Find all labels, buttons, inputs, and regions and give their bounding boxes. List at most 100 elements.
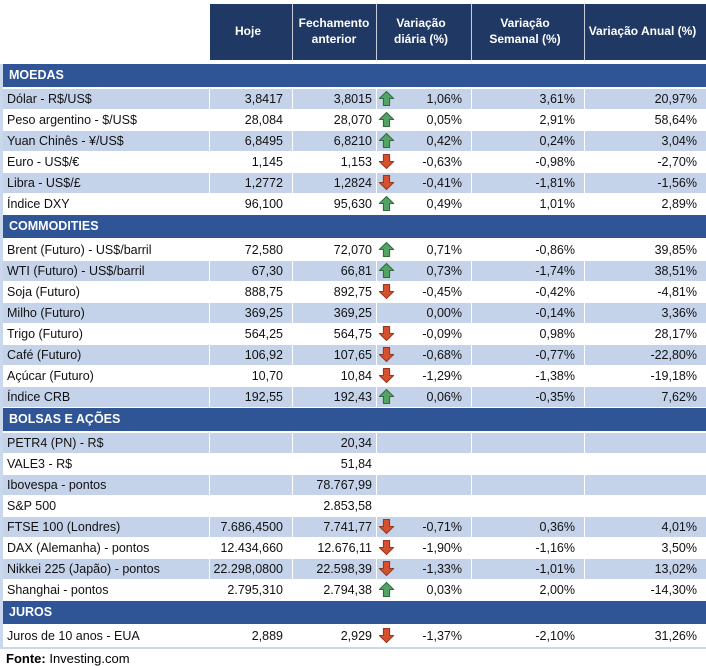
annual-change-cell: -1,56%: [585, 173, 706, 193]
daily-change-cell: -0,09%: [377, 324, 472, 344]
previous-close-cell: 78.767,99: [293, 475, 377, 495]
annual-change-cell: 3,36%: [585, 303, 706, 323]
annual-change-cell: 31,26%: [585, 626, 706, 646]
daily-change-cell: [377, 496, 472, 516]
daily-change-cell: 0,05%: [377, 110, 472, 130]
trend-up-arrow-icon: [378, 241, 395, 258]
daily-change-value: -1,33%: [422, 562, 462, 576]
daily-change-cell: [377, 475, 472, 495]
today-cell: 10,70: [210, 366, 293, 386]
today-cell: 106,92: [210, 345, 293, 365]
table-row: VALE3 - R$ 51,84: [0, 454, 706, 475]
weekly-change-cell: -0,35%: [472, 387, 585, 407]
row-label: Açúcar (Futuro): [0, 366, 210, 386]
previous-close-cell: 2.853,58: [293, 496, 377, 516]
daily-change-value: -0,68%: [422, 348, 462, 362]
annual-change-cell: -4,81%: [585, 282, 706, 302]
source-value: Investing.com: [45, 651, 130, 666]
row-label: Café (Futuro): [0, 345, 210, 365]
column-header: Hoje: [210, 4, 293, 60]
previous-close-cell: 192,43: [293, 387, 377, 407]
annual-change-cell: -14,30%: [585, 580, 706, 600]
weekly-change-cell: -1,81%: [472, 173, 585, 193]
today-cell: [210, 454, 293, 474]
row-label: VALE3 - R$: [0, 454, 210, 474]
daily-change-value: 1,06%: [426, 92, 462, 106]
column-header: Variação Semanal (%): [472, 4, 585, 60]
row-label: Euro - US$/€: [0, 152, 210, 172]
annual-change-cell: -19,18%: [585, 366, 706, 386]
row-label: PETR4 (PN) - R$: [0, 433, 210, 453]
row-label: Juros de 10 anos - EUA: [0, 626, 210, 646]
annual-change-cell: 7,62%: [585, 387, 706, 407]
daily-change-cell: -1,37%: [377, 626, 472, 646]
previous-close-cell: 7.741,77: [293, 517, 377, 537]
daily-change-cell: 0,71%: [377, 240, 472, 260]
daily-change-value: -1,37%: [422, 629, 462, 643]
previous-close-cell: 20,34: [293, 433, 377, 453]
annual-change-cell: [585, 454, 706, 474]
daily-change-cell: 0,42%: [377, 131, 472, 151]
previous-close-cell: 369,25: [293, 303, 377, 323]
today-cell: 22.298,0800: [210, 559, 293, 579]
table-row: Café (Futuro) 106,92 107,65 -0,68% -0,77% -22…: [0, 345, 706, 366]
daily-change-value: 0,03%: [426, 583, 462, 597]
previous-close-cell: 10,84: [293, 366, 377, 386]
column-header: Fechamento anterior: [293, 4, 377, 60]
row-label: Shanghai - pontos: [0, 580, 210, 600]
row-label: Índice CRB: [0, 387, 210, 407]
today-cell: 3,8417: [210, 89, 293, 109]
row-label: Trigo (Futuro): [0, 324, 210, 344]
table-row: DAX (Alemanha) - pontos 12.434,660 12.676,…: [0, 538, 706, 559]
daily-change-value: -0,71%: [422, 520, 462, 534]
table-row: Nikkei 225 (Japão) - pontos 22.298,0800 22…: [0, 559, 706, 580]
trend-down-arrow-icon: [378, 283, 395, 300]
row-label: Milho (Futuro): [0, 303, 210, 323]
previous-close-cell: 6,8210: [293, 131, 377, 151]
weekly-change-cell: [472, 475, 585, 495]
weekly-change-cell: [472, 496, 585, 516]
table-row: Trigo (Futuro) 564,25 564,75 -0,09% 0,98% 28,…: [0, 324, 706, 345]
today-cell: 192,55: [210, 387, 293, 407]
daily-change-value: -0,41%: [422, 176, 462, 190]
annual-change-cell: 58,64%: [585, 110, 706, 130]
weekly-change-cell: [472, 454, 585, 474]
row-label: Ibovespa - pontos: [0, 475, 210, 495]
section-header: MOEDAS: [0, 64, 706, 87]
source-label: Fonte:: [6, 651, 46, 666]
weekly-change-cell: -2,10%: [472, 626, 585, 646]
trend-down-arrow-icon: [378, 539, 395, 556]
row-label: Yuan Chinês - ¥/US$: [0, 131, 210, 151]
weekly-change-cell: -1,74%: [472, 261, 585, 281]
trend-up-arrow-icon: [378, 581, 395, 598]
table-row: WTI (Futuro) - US$/barril 67,30 66,81 0,73%…: [0, 261, 706, 282]
trend-up-arrow-icon: [378, 262, 395, 279]
weekly-change-cell: -0,42%: [472, 282, 585, 302]
row-label: Libra - US$/£: [0, 173, 210, 193]
row-label: Dólar - R$/US$: [0, 89, 210, 109]
daily-change-cell: 0,73%: [377, 261, 472, 281]
left-edge-strip: [0, 64, 3, 647]
row-label: FTSE 100 (Londres): [0, 517, 210, 537]
daily-change-value: 0,71%: [426, 243, 462, 257]
today-cell: 12.434,660: [210, 538, 293, 558]
daily-change-value: -0,63%: [422, 155, 462, 169]
today-cell: [210, 433, 293, 453]
daily-change-cell: -0,41%: [377, 173, 472, 193]
trend-up-arrow-icon: [378, 195, 395, 212]
today-cell: [210, 475, 293, 495]
weekly-change-cell: 1,01%: [472, 194, 585, 214]
table-row: Índice DXY 96,100 95,630 0,49% 1,01% 2,89%: [0, 194, 706, 215]
today-cell: [210, 496, 293, 516]
annual-change-cell: 39,85%: [585, 240, 706, 260]
daily-change-value: -1,90%: [422, 541, 462, 555]
daily-change-value: -1,29%: [422, 369, 462, 383]
row-label: Soja (Futuro): [0, 282, 210, 302]
previous-close-cell: 51,84: [293, 454, 377, 474]
today-cell: 7.686,4500: [210, 517, 293, 537]
daily-change-cell: 0,00%: [377, 303, 472, 323]
today-cell: 564,25: [210, 324, 293, 344]
annual-change-cell: 28,17%: [585, 324, 706, 344]
today-cell: 1,145: [210, 152, 293, 172]
